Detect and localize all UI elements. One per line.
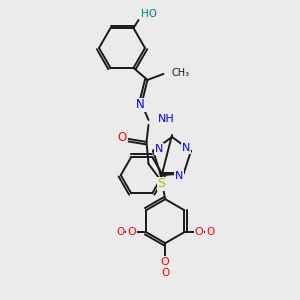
Text: HO: HO — [142, 9, 158, 19]
Text: O: O — [127, 227, 136, 237]
Text: O: O — [161, 268, 170, 278]
Text: S: S — [158, 177, 166, 190]
Text: O: O — [206, 227, 214, 237]
Text: N: N — [136, 98, 145, 111]
Text: NH: NH — [158, 114, 174, 124]
Text: CH₃: CH₃ — [172, 68, 190, 78]
Text: N: N — [175, 171, 183, 181]
Text: O: O — [194, 227, 203, 237]
Text: O: O — [116, 227, 124, 237]
Text: O: O — [118, 131, 127, 144]
Text: O: O — [161, 257, 170, 267]
Text: N: N — [182, 143, 190, 153]
Text: N: N — [155, 144, 163, 154]
